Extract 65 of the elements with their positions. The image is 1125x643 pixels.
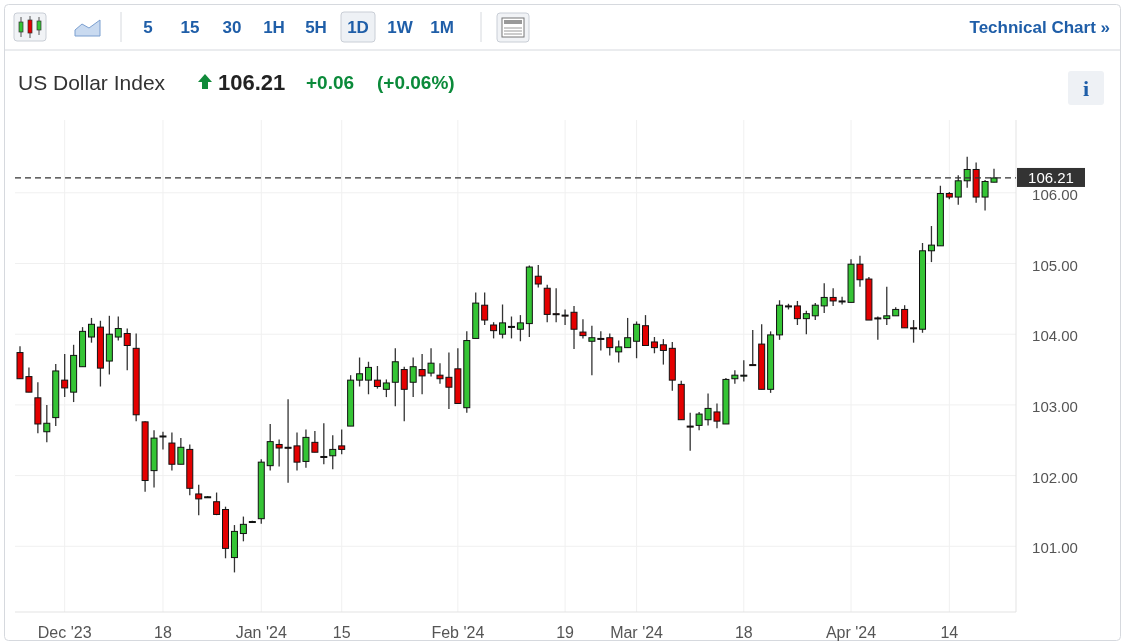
text: 1D <box>347 18 369 37</box>
candlestick <box>910 319 918 344</box>
candlestick <box>516 314 524 342</box>
x-tick-label: 18 <box>734 624 753 641</box>
y-tick-label: 106.00 <box>1032 185 1078 203</box>
candlestick <box>534 264 542 289</box>
candlestick <box>901 304 909 329</box>
candlestick <box>400 366 408 422</box>
x-tick-label: Feb '24 <box>431 624 485 641</box>
candlestick <box>507 315 515 340</box>
text: 106.21 <box>218 70 286 95</box>
candlestick <box>391 347 399 407</box>
text: 30 <box>222 18 242 37</box>
candlestick <box>499 303 507 340</box>
x-tick-label: 15 <box>332 624 351 641</box>
x-tick-label: 19 <box>556 624 575 641</box>
candlestick <box>927 225 935 263</box>
y-tick-label: 101.00 <box>1032 539 1078 557</box>
x-tick-label: Jan '24 <box>235 624 287 641</box>
candlestick <box>802 310 810 335</box>
x-tick-label: 14 <box>940 624 959 641</box>
candlestick <box>820 282 828 314</box>
candlestick <box>624 317 632 349</box>
text: (+0.06%) <box>377 72 455 93</box>
ref-line-label: 106.21 <box>1028 168 1074 186</box>
candlestick <box>239 515 247 542</box>
text: 15 <box>180 18 200 37</box>
candlestick <box>642 314 650 347</box>
candlestick <box>338 428 346 456</box>
candlestick <box>606 332 614 357</box>
text: 1H <box>263 18 285 37</box>
x-tick-label: 18 <box>154 624 172 641</box>
text: i <box>1082 76 1090 101</box>
text: 5 <box>143 18 153 37</box>
text: Technical Chart » <box>969 18 1110 37</box>
x-tick-label: Mar '24 <box>610 624 664 641</box>
candlestick <box>659 338 667 366</box>
candlestick <box>883 286 891 326</box>
candlestick <box>356 356 364 388</box>
candlestick <box>320 422 328 465</box>
text: 1W <box>387 18 414 37</box>
text: 5H <box>305 18 327 37</box>
candlestick <box>329 434 337 470</box>
candlestick <box>365 361 372 395</box>
candlestick <box>481 291 489 326</box>
candlestick <box>87 317 95 344</box>
candlestick <box>373 365 381 390</box>
candlestick <box>123 327 131 371</box>
y-tick-label: 104.00 <box>1032 327 1078 345</box>
candlestick <box>793 300 801 326</box>
y-tick-label: 105.00 <box>1032 256 1078 274</box>
candlestick <box>615 339 623 364</box>
x-tick-label: Dec '23 <box>37 624 92 641</box>
candlestick <box>114 315 122 342</box>
candlestick <box>579 318 587 340</box>
chart-title: US Dollar Index <box>18 71 166 94</box>
text: +0.06 <box>306 72 355 93</box>
y-tick-label: 103.00 <box>1032 397 1078 415</box>
candlestick <box>633 320 641 359</box>
text: 1M <box>430 18 454 37</box>
candlestick <box>749 329 757 367</box>
x-tick-label: Apr '24 <box>825 624 877 641</box>
candlestick <box>195 484 203 516</box>
candlestick <box>61 353 69 398</box>
y-tick-label: 102.00 <box>1032 468 1078 486</box>
